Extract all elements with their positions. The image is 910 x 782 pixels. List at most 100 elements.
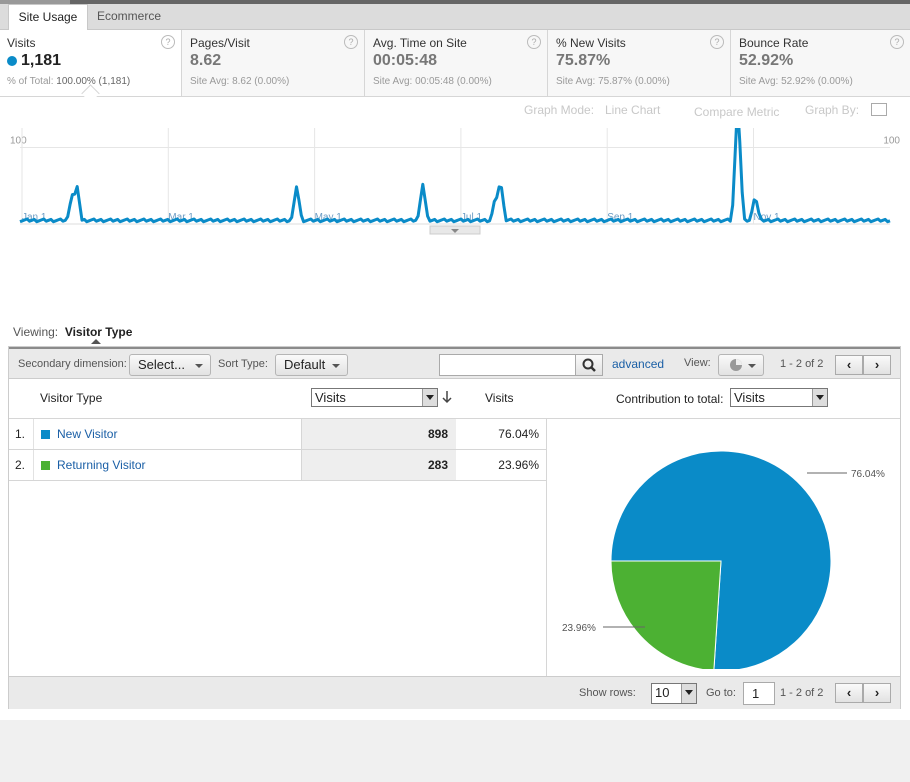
scorecard-value: 00:05:48 (373, 52, 438, 69)
scorecard-sub: Site Avg: 75.87% (0.00%) (556, 76, 670, 87)
pie-slice-returning-visitor (610, 560, 722, 672)
footer-prev-button[interactable]: ‹ (835, 683, 863, 703)
x-tick-label: Mar 1 (168, 212, 194, 223)
scorecard-bounce-rate[interactable]: Bounce Rate 52.92% Site Avg: 52.92% (0.0… (731, 30, 910, 96)
scorecard-name: Avg. Time on Site (373, 36, 467, 50)
col-visits: Visits (485, 391, 514, 405)
scorecard-value: 8.62 (190, 52, 222, 69)
advanced-link[interactable]: advanced (612, 357, 665, 371)
help-icon[interactable]: ? (890, 35, 904, 49)
footer-range: 1 - 2 of 2 (780, 687, 824, 699)
row-value: 283 (302, 450, 456, 480)
tab-site-usage[interactable]: Site Usage (8, 4, 88, 30)
column-divider (546, 419, 547, 676)
table-toolbar: Secondary dimension: Select... Sort Type… (9, 347, 900, 379)
tab-indicator (0, 0, 70, 4)
metric-select[interactable]: Visits (311, 388, 438, 407)
view-label: View: (684, 357, 711, 369)
row-number: 1. (15, 427, 26, 441)
graph-mode-value[interactable]: Line Chart (605, 103, 661, 117)
dropdown-arrow-icon (422, 389, 437, 406)
scorecard-avg-time[interactable]: Avg. Time on Site 00:05:48 Site Avg: 00:… (365, 30, 548, 96)
tab-ecommerce[interactable]: Ecommerce (97, 9, 162, 23)
legend-square-icon (41, 461, 50, 470)
pagination-range: 1 - 2 of 2 (780, 358, 824, 370)
row-number: 2. (15, 458, 26, 472)
scorecard-sub: % of Total: 100.00% (1,181) (7, 76, 131, 87)
pie-view-icon (730, 359, 742, 371)
chevron-down-icon (195, 364, 203, 368)
show-rows-select[interactable]: 10 (651, 683, 697, 704)
next-page-button[interactable]: › (863, 355, 891, 375)
series-line-visits (19, 102, 891, 224)
scorecard-value: 52.92% (739, 52, 794, 69)
contribution-select[interactable]: Visits (730, 388, 828, 407)
row-percent: 23.96% (498, 458, 539, 472)
scorecard-sub: Site Avg: 8.62 (0.00%) (190, 76, 290, 87)
view-type-select[interactable] (718, 354, 764, 376)
chevron-down-icon (451, 229, 459, 233)
help-icon[interactable]: ? (161, 35, 175, 49)
x-tick-label: Jul 1 (461, 212, 483, 223)
scorecard-pages-visit[interactable]: Pages/Visit 8.62 Site Avg: 8.62 (0.00%) … (182, 30, 365, 96)
show-rows-label: Show rows: (579, 687, 636, 699)
series-dot-icon (7, 55, 17, 66)
prev-page-button[interactable]: ‹ (835, 355, 863, 375)
help-icon[interactable]: ? (710, 35, 724, 49)
goto-label: Go to: (706, 687, 736, 699)
scorecard-sub: Site Avg: 52.92% (0.00%) (739, 76, 853, 87)
row-label[interactable]: New Visitor (57, 427, 118, 441)
legend-square-icon (41, 430, 50, 439)
help-icon[interactable]: ? (527, 35, 541, 49)
row-value: 898 (302, 419, 456, 449)
table-footer: Show rows: 10 Go to: 1 1 - 2 of 2 ‹ › (9, 676, 900, 709)
graph-by-icon[interactable] (871, 103, 887, 116)
chevron-down-icon (748, 364, 756, 368)
tab-bar: Site Usage Ecommerce (0, 4, 910, 30)
scorecard-name: Visits (7, 36, 36, 50)
scorecard-new-visits[interactable]: % New Visits 75.87% Site Avg: 75.87% (0.… (548, 30, 731, 96)
scorecard-name: % New Visits (556, 36, 626, 50)
dropdown-arrow-icon (812, 389, 827, 406)
scorecard-value: 1,181 (7, 52, 181, 70)
sort-type-label: Sort Type: (218, 358, 268, 370)
scorecard-value: 75.87% (556, 52, 611, 69)
help-icon[interactable]: ? (344, 35, 358, 49)
sort-type-select[interactable]: Default (275, 354, 348, 376)
x-tick-label: Jan 1 (22, 212, 47, 223)
pie-label: 23.96% (562, 623, 596, 634)
footer-next-button[interactable]: › (863, 683, 891, 703)
scorecards: Visits 1,181 % of Total: 100.00% (1,181)… (0, 30, 910, 103)
sort-descending-icon[interactable] (441, 390, 453, 404)
dropdown-arrow-icon (681, 684, 696, 703)
table-row[interactable]: 2. Returning Visitor 283 23.96% (9, 450, 546, 481)
row-percent: 76.04% (498, 427, 539, 441)
pie-label: 76.04% (851, 469, 885, 480)
chevron-down-icon (332, 364, 340, 368)
table-row[interactable]: 1. New Visitor 898 76.04% (9, 419, 546, 450)
top-border (0, 0, 910, 4)
scorecard-sub: Site Avg: 00:05:48 (0.00%) (373, 76, 492, 87)
viewing-label: Viewing: Visitor Type (13, 325, 133, 339)
table-search-input[interactable] (439, 354, 576, 376)
row-label[interactable]: Returning Visitor (57, 458, 146, 472)
y-tick-label: 100 (883, 136, 900, 147)
search-button[interactable] (575, 354, 603, 376)
secondary-dimension-select[interactable]: Select... (129, 354, 211, 376)
col-visitor-type[interactable]: Visitor Type (40, 391, 103, 405)
goto-input[interactable]: 1 (743, 682, 775, 705)
data-table: Secondary dimension: Select... Sort Type… (8, 346, 901, 709)
x-tick-label: Sep 1 (607, 212, 634, 223)
graph-mode-label: Graph Mode: (524, 103, 595, 117)
x-tick-label: May 1 (315, 212, 343, 223)
pie-slice-new-visitor (610, 450, 832, 672)
x-tick-label: Nov 1 (754, 212, 781, 223)
scorecard-name: Bounce Rate (739, 36, 809, 50)
pie-chart-svg: 76.04% 23.96% (562, 450, 885, 672)
report-panel: Visits 1,181 % of Total: 100.00% (1,181)… (0, 30, 910, 720)
y-tick-label: 100 (10, 136, 27, 147)
compare-metric[interactable]: Compare Metric (694, 105, 780, 119)
contribution-label: Contribution to total: (616, 392, 724, 406)
